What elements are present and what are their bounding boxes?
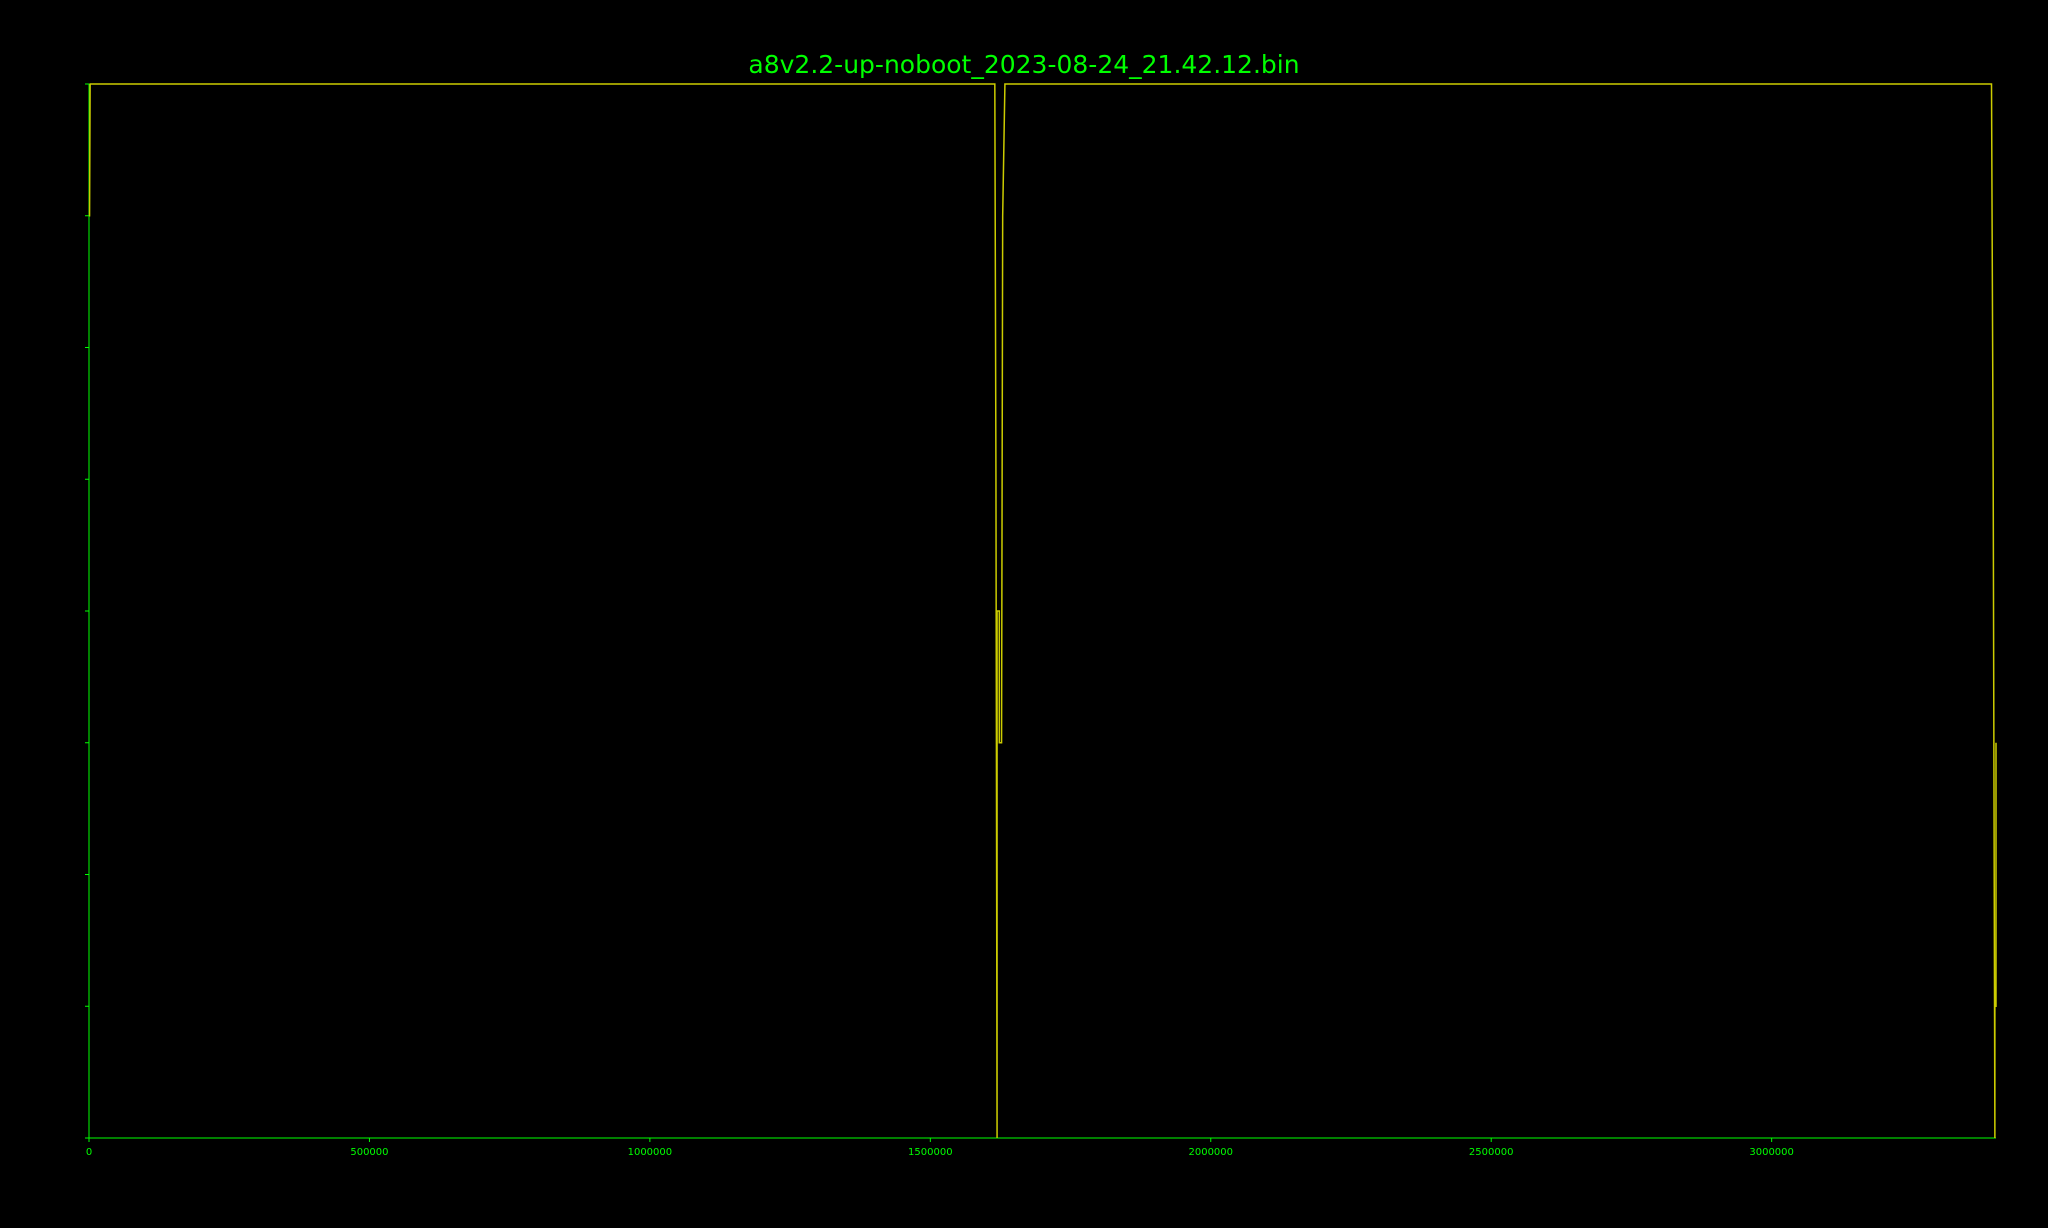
chart-title: a8v2.2-up-noboot_2023-08-24_21.42.12.bin xyxy=(748,50,1299,79)
x-tick-label: 0 xyxy=(86,1147,92,1158)
series-layer xyxy=(88,83,1997,1139)
x-tick-label: 1500000 xyxy=(908,1147,953,1158)
x-tick-label: 2000000 xyxy=(1188,1147,1233,1158)
axis-ticks: 0 500000 1000000 1500000 2000000 2500000 30000… xyxy=(85,83,1794,1158)
x-tick-label: 3000000 xyxy=(1749,1147,1794,1158)
x-tick-label: 2500000 xyxy=(1469,1147,1514,1158)
x-tick-label: 500000 xyxy=(350,1147,388,1158)
series-line xyxy=(88,83,1997,1139)
x-tick-label: 1000000 xyxy=(628,1147,673,1158)
